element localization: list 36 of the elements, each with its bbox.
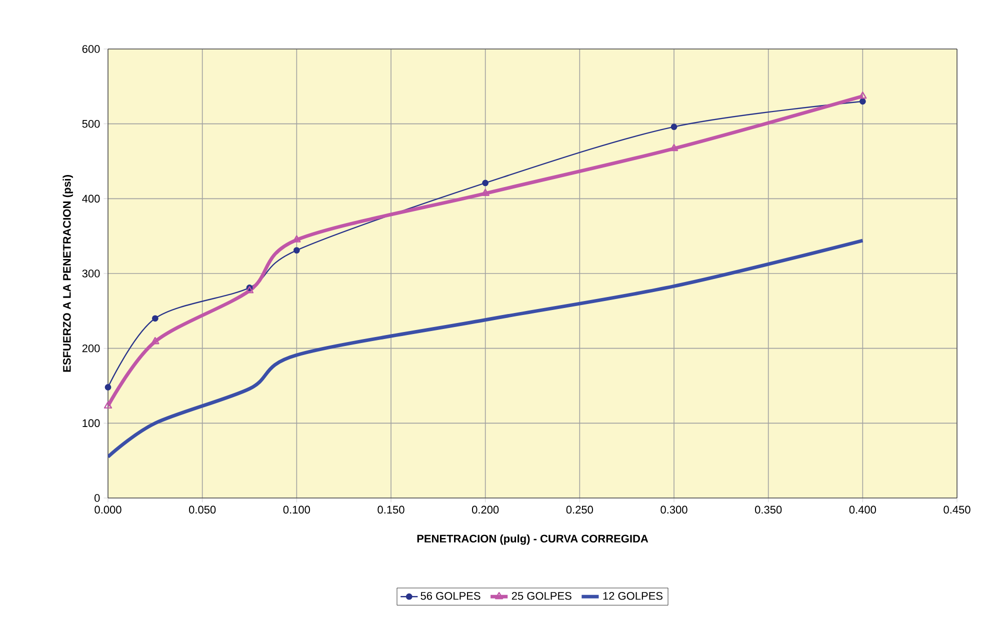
point	[859, 98, 866, 105]
point	[293, 247, 300, 254]
x-tick-label: 0.000	[94, 506, 122, 514]
x-tick-label: 0.250	[566, 506, 593, 514]
x-tick-label: 0.350	[755, 506, 782, 514]
x-axis-title: PENETRACION (pulg) - CURVA CORREGIDA	[417, 534, 648, 545]
y-tick-label: 400	[82, 194, 100, 203]
x-tick-label: 0.050	[188, 506, 216, 514]
point	[152, 315, 158, 322]
point	[292, 235, 301, 242]
y-axis-title: ESFUERZO A LA PENETRACION (psi)	[62, 175, 73, 372]
legend-label: 56 GOLPES	[420, 592, 480, 600]
point	[104, 401, 112, 409]
line-series	[108, 238, 864, 459]
y-tick-label: 600	[82, 45, 100, 53]
point	[151, 336, 160, 344]
x-tick-label: 0.200	[472, 506, 499, 514]
y-tick-label: 100	[82, 419, 100, 428]
point	[670, 124, 678, 130]
legend-label: 12 GOLPES	[603, 592, 662, 600]
point	[858, 92, 867, 99]
point	[481, 188, 490, 196]
x-tick-label: 0.100	[283, 506, 310, 514]
point	[104, 384, 112, 390]
point	[482, 180, 489, 186]
x-tick-label: 0.400	[849, 506, 876, 514]
y-tick-label: 500	[82, 120, 100, 128]
x-tick-label: 0.300	[660, 506, 688, 514]
y-tick-label: 200	[82, 344, 100, 352]
y-tick-label: 0	[94, 494, 100, 502]
y-tick-label: 300	[82, 270, 100, 278]
legend-label: 25 GOLPES	[512, 592, 572, 600]
x-tick-label: 0.150	[378, 506, 404, 514]
x-tick-label: 0.450	[944, 506, 970, 514]
point	[670, 144, 678, 152]
point	[245, 286, 254, 294]
